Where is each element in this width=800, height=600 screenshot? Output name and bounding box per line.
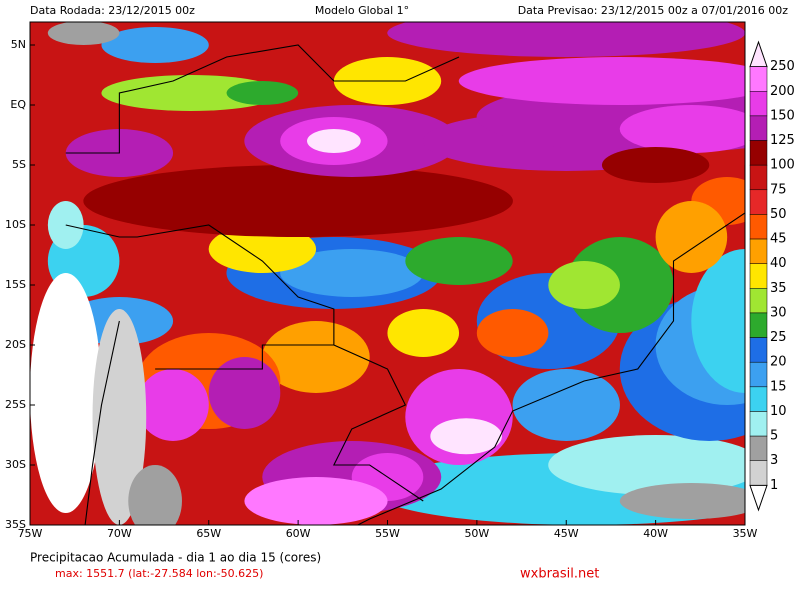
precip-area [548, 261, 620, 309]
colorbar-label: 40 [770, 256, 787, 271]
precip-area [655, 201, 728, 273]
colorbar-label: 3 [770, 453, 778, 468]
colorbar-swatch [749, 288, 768, 314]
colorbar-swatch [749, 66, 768, 92]
colorbar-swatch [749, 140, 768, 166]
precip-area [226, 81, 299, 105]
precip-area [128, 465, 182, 525]
lon-label: 55W [375, 527, 400, 540]
precip-area [619, 105, 745, 153]
lon-label: 75W [18, 527, 43, 540]
precip-area [307, 129, 361, 153]
colorbar-swatch [749, 40, 768, 68]
colorbar-swatch [749, 164, 768, 191]
footer-title: Precipitacao Acumulada - dia 1 ao dia 15… [30, 551, 321, 565]
colorbar-swatch [749, 460, 768, 486]
precip-area [262, 321, 370, 393]
colorbar-label: 30 [770, 305, 787, 320]
colorbar-swatch [749, 435, 768, 461]
lat-label: 30S [5, 458, 26, 471]
precip-area [208, 225, 317, 273]
precip-area [244, 477, 388, 525]
lat-label: 25S [5, 398, 26, 411]
model-name: Modelo Global 1° [315, 4, 409, 17]
colorbar-swatch [749, 115, 768, 141]
colorbar-label: 150 [770, 108, 795, 123]
lat-label: 15S [5, 278, 26, 291]
precip-area [387, 309, 460, 357]
run-date: Data Rodada: 23/12/2015 00z [30, 4, 195, 17]
precip-area [619, 483, 745, 519]
forecast-date: Data Previsao: 23/12/2015 00z a 07/01/20… [518, 4, 789, 17]
lon-label: 70W [107, 527, 132, 540]
precip-area [92, 309, 147, 525]
precip-area [208, 357, 281, 429]
lon-label: 40W [643, 527, 668, 540]
footer-max: max: 1551.7 (lat:-27.584 lon:-50.625) [55, 567, 263, 580]
colorbar-label: 15 [770, 379, 787, 394]
precip-map [30, 22, 745, 525]
precip-area [405, 237, 513, 285]
lat-label: EQ [10, 98, 26, 111]
border [65, 224, 424, 502]
precip-area [512, 369, 620, 441]
precip-area [101, 27, 209, 63]
colorbar-swatch [749, 238, 768, 264]
colorbar-label: 250 [770, 59, 795, 74]
lon-label: 50W [464, 527, 489, 540]
colorbar-swatch [749, 91, 768, 117]
colorbar-label: 200 [770, 84, 795, 99]
precip-area [548, 435, 745, 495]
colorbar-swatch [749, 189, 768, 215]
colorbar-label: 10 [770, 404, 787, 419]
colorbar-swatch [749, 263, 768, 289]
precip-area [83, 165, 513, 237]
precip-area [601, 147, 710, 183]
colorbar-swatch [749, 361, 768, 388]
colorbar-label: 75 [770, 182, 787, 197]
colorbar-label: 100 [770, 158, 795, 173]
precip-area [387, 22, 745, 57]
colorbar-swatch [749, 312, 768, 338]
colorbar-label: 20 [770, 355, 787, 370]
colorbar-label: 45 [770, 232, 787, 247]
colorbar-swatch [749, 484, 768, 512]
border [84, 320, 120, 525]
precip-area [458, 57, 745, 105]
colorbar-swatch [749, 214, 768, 240]
colorbar-label: 1 [770, 478, 778, 493]
colorbar-label: 50 [770, 207, 787, 222]
lat-label: 5S [12, 158, 26, 171]
border [65, 44, 460, 154]
colorbar-label: 25 [770, 330, 787, 345]
border [155, 344, 334, 370]
precip-area [47, 22, 120, 45]
lon-label: 35W [733, 527, 758, 540]
lon-label: 65W [196, 527, 221, 540]
footer-site: wxbrasil.net [520, 567, 599, 582]
precip-area [476, 309, 549, 357]
lat-label: 10S [5, 218, 26, 231]
colorbar-swatch [749, 337, 768, 363]
colorbar-swatch [749, 386, 768, 412]
lat-label: 5N [11, 38, 26, 51]
lat-label: 35S [5, 518, 26, 531]
precip-area [137, 369, 209, 441]
lon-label: 45W [554, 527, 579, 540]
precip-area [430, 418, 502, 455]
precip-area [691, 249, 745, 393]
precip-area [30, 273, 102, 513]
precip-area [280, 249, 424, 297]
precip-area [101, 75, 281, 111]
lat-label: 20S [5, 338, 26, 351]
colorbar-label: 5 [770, 429, 778, 444]
lon-label: 60W [286, 527, 311, 540]
border [356, 165, 745, 525]
colorbar-label: 35 [770, 281, 787, 296]
colorbar-label: 125 [770, 133, 795, 148]
colorbar-swatch [749, 411, 768, 437]
